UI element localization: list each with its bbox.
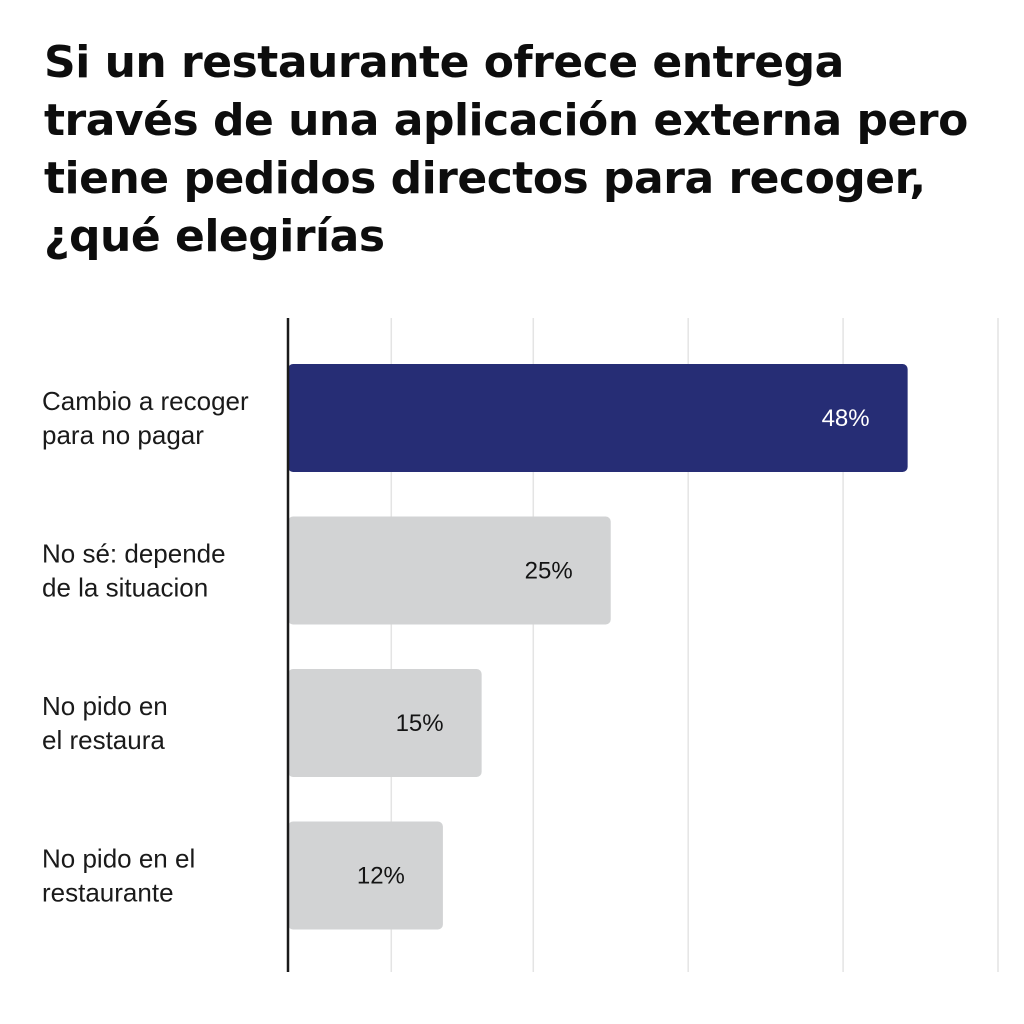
category-label-4-line-2: restaurante [42,878,174,908]
category-label-4-line-1: No pido en el [42,844,195,874]
value-label-3: 15% [396,710,444,737]
title-line-2: través de una aplicación externa pero [44,95,968,146]
category-label-2: No sé: depende de la situacion [42,539,226,603]
bar-3 [288,669,482,777]
bar-4 [288,821,443,930]
category-label-2-line-2: de la situacion [42,573,208,603]
category-label-3-line-1: No pido en [42,691,168,721]
value-label-4: 12% [357,863,405,890]
chart-title: Si un restaurante ofrece entrega través … [44,34,1014,266]
value-label-2: 25% [525,558,573,585]
bars: 48% 25% 15% 12% [288,364,908,930]
bar-1 [288,364,908,472]
title-line-3: tiene pedidos directos para recoger, [44,153,926,204]
category-label-3-line-2: el restaura [42,725,165,755]
value-label-1: 48% [822,405,870,432]
category-label-1: Cambio a recoger para no pagar [42,386,249,450]
category-labels: Cambio a recoger para no pagar No sé: depe… [42,386,249,908]
category-label-3: No pido en el restaura [42,691,168,755]
bar-2 [288,516,611,625]
title-line-1: Si un restaurante ofrece entrega [44,37,844,88]
category-label-2-line-1: No sé: depende [42,539,226,569]
category-label-4: No pido en el restaurante [42,844,195,908]
category-label-1-line-1: Cambio a recoger [42,386,249,416]
title-line-4: ¿qué elegirías [44,211,385,262]
category-label-1-line-2: para no pagar [42,420,204,450]
